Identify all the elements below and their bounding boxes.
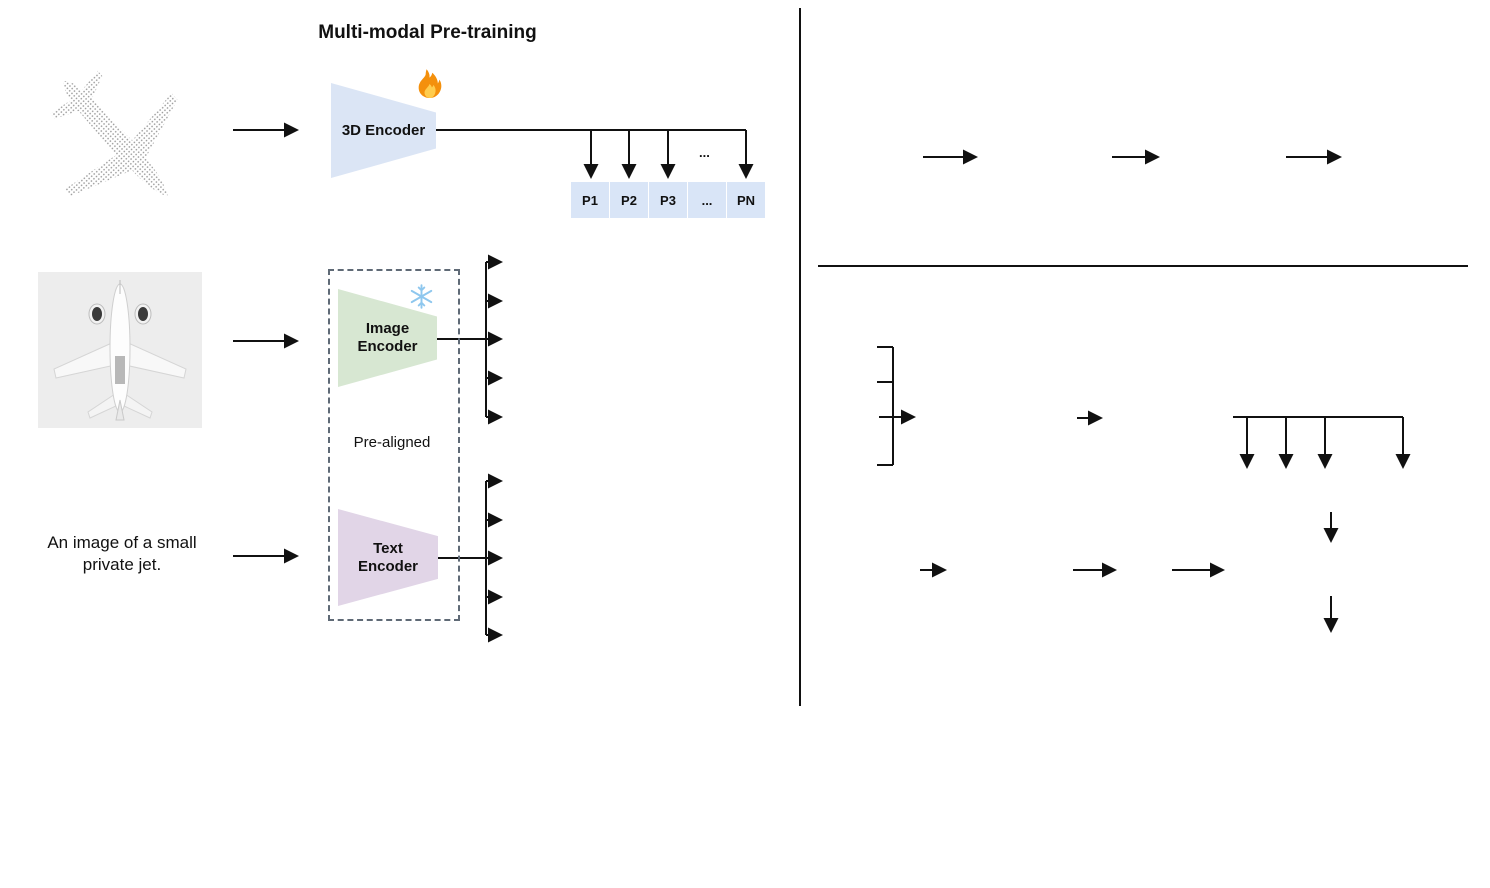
car-point-cloud xyxy=(1156,633,1258,697)
matrix-cell: I1.P1 xyxy=(909,753,950,792)
matrix-cell: ... xyxy=(990,870,1031,888)
fire-icon xyxy=(1410,593,1440,627)
text-input-caption: An image of a small private jet. xyxy=(22,532,222,576)
i-cell: ... xyxy=(844,870,883,888)
zeroshot-panel-title: Zero Shot 3D Classification xyxy=(1359,800,1490,821)
text-input-line1: An image of a small xyxy=(47,533,197,552)
image-encoder-label-line2: Encoder xyxy=(357,338,418,355)
matrix-cell: ... xyxy=(1031,792,1072,831)
matrix-cell: I3.P1 xyxy=(909,831,950,870)
matrix-cell: I3.P2 xyxy=(950,831,991,870)
p-cell: P2 xyxy=(610,182,648,218)
airplane-point-cloud xyxy=(50,70,178,197)
i-cell: I1 xyxy=(844,753,883,789)
text-encoder-label-line1: Text xyxy=(373,539,403,557)
pretrained-3d-encoder-finetune: Pretrained 3D Encoder xyxy=(1323,607,1443,725)
matrix-cell: ... xyxy=(950,870,991,888)
matrix-cell: I2.PN xyxy=(1071,792,1112,831)
matrix-cell: I1.PN xyxy=(1071,753,1112,792)
snowflake-icon xyxy=(410,284,433,309)
p-row: P1 P2 P3... PN xyxy=(571,182,766,218)
text-encoder-label-line2: Encoder xyxy=(357,557,418,575)
p-fanout-ellipsis: ... xyxy=(699,145,710,160)
pretrained-3d-encoder-finetune-label: Pretrained 3D Encoder xyxy=(1334,648,1432,684)
text-input-line2: private jet. xyxy=(82,555,162,574)
pretrained-3d-encoder-finetune-line2: Encoder xyxy=(1352,666,1413,683)
matrix-cell: ... xyxy=(1031,831,1072,870)
finetune-panel-title: Fine-tuning on Standard 3D Classificatio… xyxy=(1294,531,1490,552)
p-cell: P1 xyxy=(571,182,609,218)
connector-lines xyxy=(233,8,1468,706)
matrix-cell: I3.P3 xyxy=(990,831,1031,870)
i-cell: I2 xyxy=(844,792,883,828)
matrix-cell: ... xyxy=(1031,870,1072,888)
p-cell: ... xyxy=(688,182,726,218)
matrix-cell: ... xyxy=(909,870,950,888)
matrix-cell: I2.P2 xyxy=(950,792,991,831)
image-point-similarity-matrix: I1.P1 I1.P2 I1.P3... I1.PN I2.P1 I2.P2 I2.P3..… xyxy=(908,752,1112,888)
i-cell: I3 xyxy=(844,831,883,867)
image-encoder-label-line1: Image xyxy=(365,320,410,337)
p-cell: PN xyxy=(727,182,765,218)
encoder-3d-label: 3D Encoder xyxy=(341,121,426,139)
matrix-cell: I2.P1 xyxy=(909,792,950,831)
matrix-cell: I1.P3 xyxy=(990,753,1031,792)
jet-image xyxy=(38,272,202,428)
pretrained-text-encoder: Pretrained Text Encoder xyxy=(1443,872,1490,888)
class-word-cup: Cup xyxy=(1138,882,1210,888)
matrix-cell: I3.PN xyxy=(1071,831,1112,870)
matrix-cell: ... xyxy=(1071,870,1112,888)
p-cell: P3 xyxy=(649,182,687,218)
matrix-cell: I1.P2 xyxy=(950,753,991,792)
class-word-vase: Vase xyxy=(1174,847,1210,864)
fire-icon xyxy=(418,69,442,98)
left-panel-title: Multi-modal Pre-training xyxy=(318,22,537,43)
image-encoder-label: Image Encoder xyxy=(357,320,417,356)
matrix-cell: I2.P3 xyxy=(990,792,1031,831)
pretrained-3d-encoder-finetune-line1: Pretrained 3D xyxy=(1334,648,1432,665)
pre-aligned-box xyxy=(328,269,460,621)
jet-image-drawing xyxy=(53,280,187,421)
matrix-cell: ... xyxy=(1031,753,1072,792)
text-encoder-label: Text Encoder xyxy=(358,540,418,576)
pre-aligned-label: Pre-aligned xyxy=(353,434,431,451)
